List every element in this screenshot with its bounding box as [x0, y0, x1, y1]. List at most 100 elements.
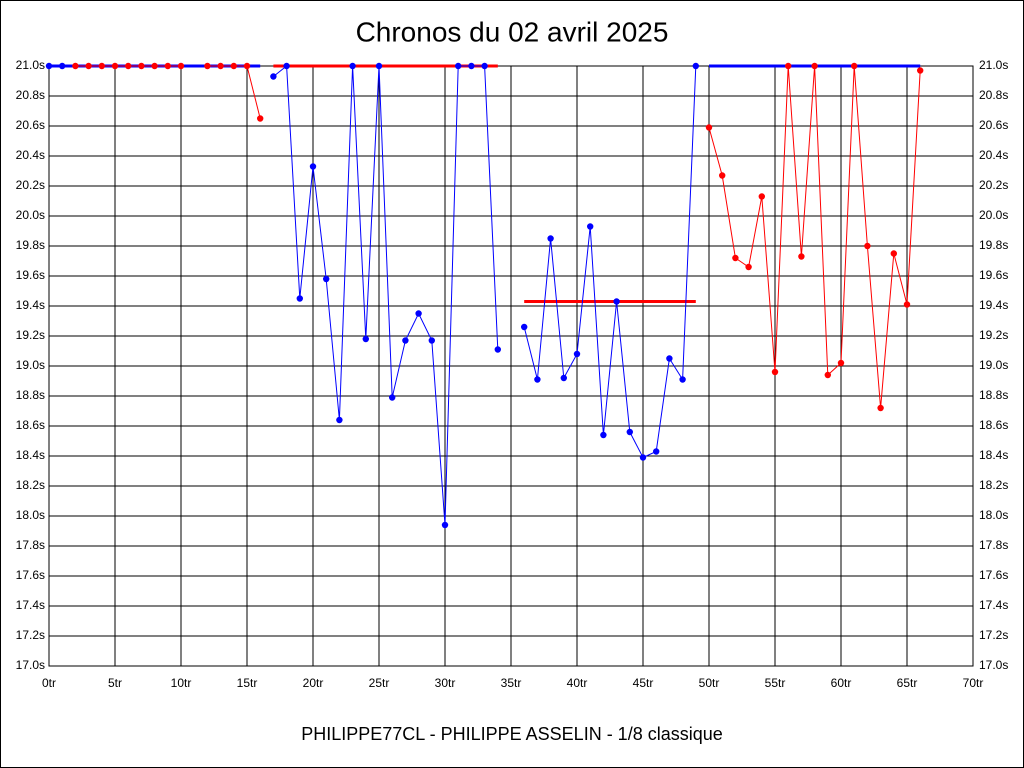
data-point [600, 431, 607, 439]
y2-tick-label: 18.2s [979, 478, 1008, 492]
data-point [441, 521, 449, 529]
data-point [521, 323, 528, 331]
data-point [309, 163, 317, 170]
data-point [323, 275, 330, 283]
y2-tick-label: 19.0s [979, 358, 1008, 372]
y-tick-label: 17.0s [16, 658, 45, 672]
data-point [375, 62, 383, 70]
y2-tick-label: 19.4s [979, 298, 1008, 312]
x-tick-label: 0tr [42, 676, 56, 690]
data-point [890, 250, 897, 257]
data-point [45, 62, 53, 70]
data-point [349, 62, 356, 70]
y-tick-label: 19.2s [16, 328, 45, 342]
y2-tick-label: 18.0s [979, 508, 1008, 522]
data-point [785, 62, 792, 70]
data-point [98, 62, 106, 70]
y-tick-label: 19.6s [16, 268, 45, 282]
x-tick-label: 35tr [501, 676, 522, 690]
y-tick-label: 17.2s [16, 628, 45, 642]
y2-tick-label: 17.0s [979, 658, 1008, 672]
data-point [164, 62, 171, 70]
data-point [547, 235, 554, 242]
y-tick-label: 20.2s [16, 178, 45, 192]
y2-tick-label: 18.4s [979, 448, 1008, 462]
data-point [402, 337, 409, 344]
x-tick-label: 20tr [303, 676, 324, 690]
data-point [151, 62, 158, 70]
x-tick-label: 40tr [567, 676, 588, 690]
data-point [59, 62, 66, 70]
data-point [257, 115, 264, 122]
data-point [85, 62, 92, 70]
x-tick-label: 50tr [699, 676, 720, 690]
y2-tick-label: 17.6s [979, 568, 1008, 582]
data-point [428, 337, 435, 344]
data-point [573, 350, 581, 358]
data-point [732, 254, 739, 262]
data-point [217, 62, 224, 70]
data-point [877, 404, 884, 412]
data-point [296, 295, 303, 302]
data-point [243, 62, 251, 70]
x-tick-label: 5tr [108, 676, 122, 690]
y-tick-label: 18.8s [16, 388, 45, 402]
x-tick-label: 15tr [237, 676, 258, 690]
y2-tick-label: 17.4s [979, 598, 1008, 612]
x-tick-label: 30tr [435, 676, 456, 690]
data-point [666, 355, 673, 362]
data-point [138, 62, 145, 70]
y2-tick-label: 19.2s [979, 328, 1008, 342]
data-point [494, 346, 501, 353]
y-tick-label: 19.0s [16, 358, 45, 372]
data-point [917, 67, 924, 74]
y-tick-label: 17.6s [16, 568, 45, 582]
y-tick-label: 18.2s [16, 478, 45, 492]
data-point [679, 376, 686, 383]
data-point [389, 394, 396, 401]
chart-title: Chronos du 02 avril 2025 [356, 16, 669, 47]
data-point [798, 253, 805, 260]
data-point [613, 298, 620, 305]
x-tick-label: 60tr [831, 676, 852, 690]
y2-tick-label: 17.2s [979, 628, 1008, 642]
y-tick-label: 21.0s [16, 58, 45, 72]
data-point [204, 62, 211, 70]
data-point [653, 448, 660, 455]
data-point [758, 193, 765, 200]
y-tick-label: 19.4s [16, 298, 45, 312]
y-tick-label: 20.4s [16, 148, 45, 162]
data-point [705, 124, 713, 131]
y2-tick-label: 20.4s [979, 148, 1008, 162]
data-point [626, 428, 633, 436]
y2-tick-label: 20.0s [979, 208, 1008, 222]
x-tick-label: 25tr [369, 676, 390, 690]
data-point [745, 263, 752, 271]
data-point [455, 62, 462, 70]
data-point [283, 62, 290, 70]
data-point [851, 62, 858, 70]
data-point [639, 454, 647, 461]
y2-tick-label: 19.6s [979, 268, 1008, 282]
y2-tick-label: 21.0s [979, 58, 1008, 72]
y-tick-label: 20.0s [16, 208, 45, 222]
data-point [719, 172, 726, 179]
y2-tick-label: 20.2s [979, 178, 1008, 192]
data-point [72, 62, 79, 70]
y-tick-label: 17.4s [16, 598, 45, 612]
y-tick-label: 20.6s [16, 118, 45, 132]
data-point [864, 242, 871, 250]
data-point [560, 374, 567, 382]
data-point [270, 73, 277, 80]
y2-tick-label: 20.6s [979, 118, 1008, 132]
y-tick-label: 17.8s [16, 538, 45, 552]
y2-tick-label: 20.8s [979, 88, 1008, 102]
data-point [111, 62, 119, 70]
data-point [771, 368, 779, 376]
data-point [587, 223, 594, 230]
y-tick-label: 20.8s [16, 88, 45, 102]
data-point [177, 62, 185, 70]
data-point [362, 335, 369, 343]
x-tick-label: 70tr [963, 676, 984, 690]
